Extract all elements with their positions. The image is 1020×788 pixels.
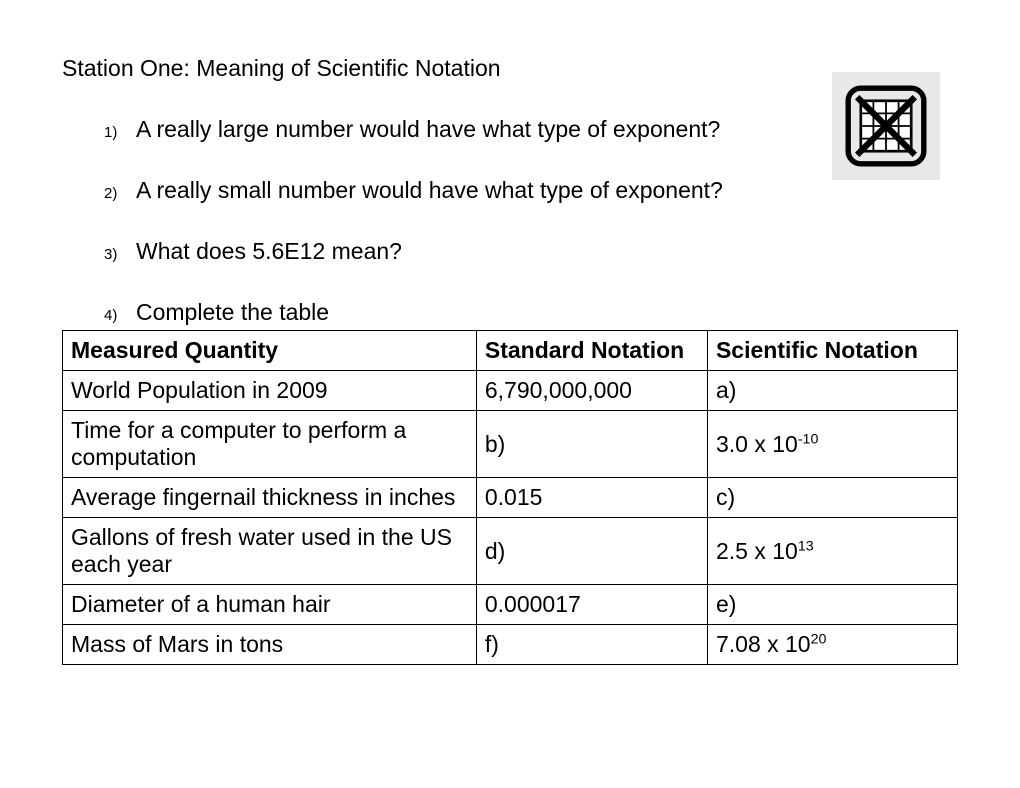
question-number: 2) [104,185,130,202]
cell-scientific: a) [707,371,957,411]
cell-quantity: Time for a computer to perform a computa… [63,411,477,478]
cell-standard: 0.000017 [476,585,707,625]
question-number: 4) [104,307,130,324]
header-standard: Standard Notation [476,331,707,371]
cell-quantity: World Population in 2009 [63,371,477,411]
table-header-row: Measured Quantity Standard Notation Scie… [63,331,958,371]
question-text: A really small number would have what ty… [136,177,723,204]
question-text: Complete the table [136,299,329,326]
cell-quantity: Gallons of fresh water used in the US ea… [63,518,477,585]
question-number: 1) [104,124,130,141]
table-row: Mass of Mars in tons f) 7.08 x 1020 [63,625,958,665]
table-row: World Population in 2009 6,790,000,000 a… [63,371,958,411]
question-item: 2) A really small number would have what… [104,177,958,204]
cell-scientific: 2.5 x 1013 [707,518,957,585]
header-scientific: Scientific Notation [707,331,957,371]
question-text: What does 5.6E12 mean? [136,238,402,265]
cell-standard: d) [476,518,707,585]
table-row: Diameter of a human hair 0.000017 e) [63,585,958,625]
question-list: 1) A really large number would have what… [62,116,958,326]
cell-scientific: c) [707,478,957,518]
table-row: Time for a computer to perform a computa… [63,411,958,478]
cell-standard: 0.015 [476,478,707,518]
question-item: 4) Complete the table [104,299,958,326]
question-number: 3) [104,246,130,263]
table-row: Gallons of fresh water used in the US ea… [63,518,958,585]
question-item: 3) What does 5.6E12 mean? [104,238,958,265]
cell-scientific: 7.08 x 1020 [707,625,957,665]
cell-standard: f) [476,625,707,665]
calculator-icon [832,72,940,180]
header-quantity: Measured Quantity [63,331,477,371]
cell-quantity: Average fingernail thickness in inches [63,478,477,518]
question-text: A really large number would have what ty… [136,116,720,143]
cell-scientific: e) [707,585,957,625]
cell-quantity: Mass of Mars in tons [63,625,477,665]
page-title: Station One: Meaning of Scientific Notat… [62,55,958,82]
question-item: 1) A really large number would have what… [104,116,958,143]
table-row: Average fingernail thickness in inches 0… [63,478,958,518]
cell-scientific: 3.0 x 10-10 [707,411,957,478]
cell-standard: b) [476,411,707,478]
cell-standard: 6,790,000,000 [476,371,707,411]
cell-quantity: Diameter of a human hair [63,585,477,625]
notation-table: Measured Quantity Standard Notation Scie… [62,330,958,665]
